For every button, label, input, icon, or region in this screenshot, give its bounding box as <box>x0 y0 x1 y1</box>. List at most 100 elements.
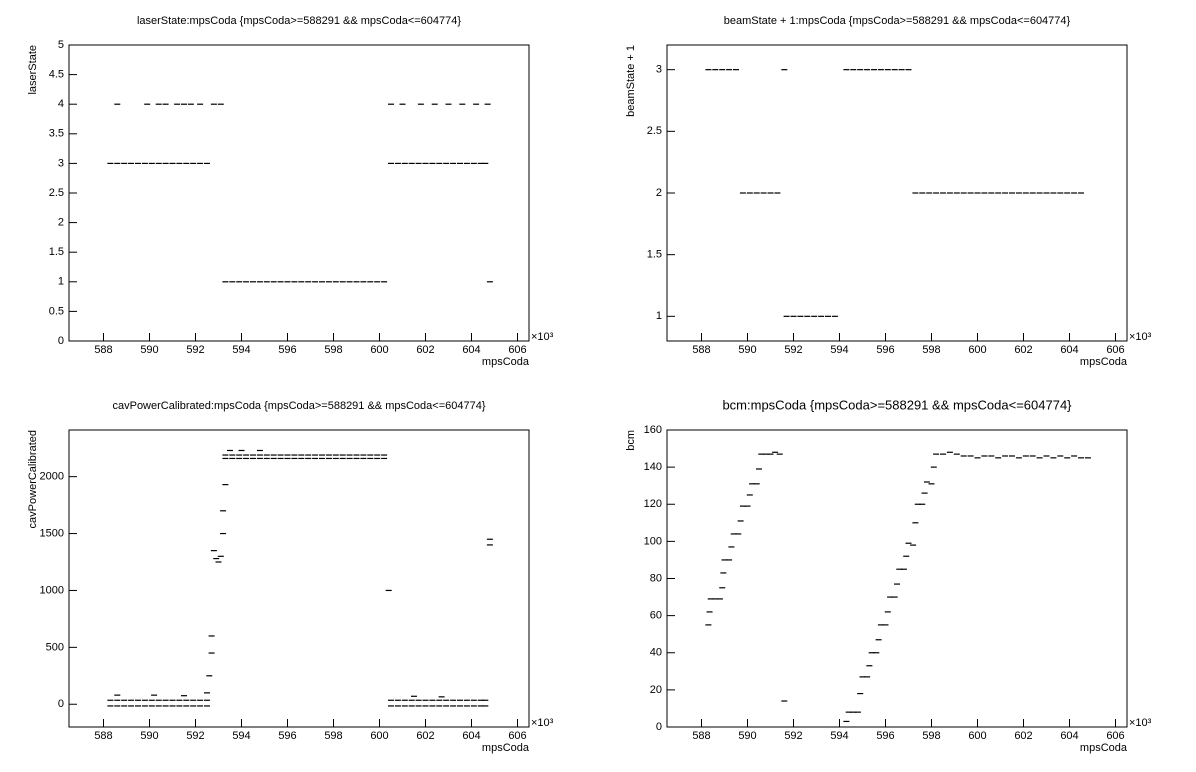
point <box>995 457 1002 459</box>
point <box>463 162 470 164</box>
point <box>388 103 394 105</box>
point <box>429 699 436 701</box>
point <box>408 705 415 707</box>
point <box>857 69 864 71</box>
y-tick-label: 3 <box>58 157 64 169</box>
point <box>429 705 436 707</box>
point <box>1050 457 1057 459</box>
point <box>1078 192 1084 194</box>
point <box>270 454 277 456</box>
point <box>1036 457 1043 459</box>
point <box>236 454 243 456</box>
point <box>360 454 367 456</box>
point <box>457 699 463 701</box>
x-tick-label: 588 <box>94 344 112 356</box>
point <box>220 510 227 512</box>
point <box>477 162 484 164</box>
point <box>960 192 967 194</box>
point <box>436 162 443 164</box>
point <box>114 103 121 105</box>
point <box>744 505 751 507</box>
point <box>705 624 712 626</box>
point <box>1071 455 1078 457</box>
point <box>135 699 141 701</box>
point <box>753 192 760 194</box>
point <box>197 162 204 164</box>
point <box>339 454 346 456</box>
point <box>825 315 831 317</box>
point <box>388 162 394 164</box>
point <box>148 162 155 164</box>
point <box>1009 192 1015 194</box>
point <box>408 699 415 701</box>
x-tick-label: 598 <box>324 344 342 356</box>
point <box>877 624 884 626</box>
point <box>746 192 753 194</box>
point <box>967 192 974 194</box>
x-tick-label: 598 <box>922 344 940 356</box>
point <box>974 192 981 194</box>
point <box>204 692 210 694</box>
y-tick-label: 5 <box>58 39 64 51</box>
point <box>733 69 739 71</box>
point <box>1084 457 1091 459</box>
point <box>190 162 197 164</box>
x-tick-label: 604 <box>462 730 480 742</box>
point <box>459 103 466 105</box>
point <box>305 454 312 456</box>
y-tick-label: 140 <box>644 461 662 473</box>
point <box>332 454 339 456</box>
point <box>187 103 194 105</box>
chart-title: beamState + 1:mpsCoda {mpsCoda>=588291 &… <box>724 15 1071 27</box>
point <box>716 598 723 600</box>
point <box>270 457 277 460</box>
x-tick-label: 590 <box>738 344 756 356</box>
point <box>705 69 712 71</box>
point <box>706 611 713 613</box>
point <box>256 281 263 283</box>
y-tick-label: 3.5 <box>49 128 64 140</box>
point <box>401 162 408 164</box>
point <box>1050 192 1057 194</box>
point <box>408 162 415 164</box>
point <box>967 455 974 457</box>
y-tick-label: 40 <box>650 647 662 659</box>
point <box>169 699 176 701</box>
x-tick-label: 600 <box>968 730 986 742</box>
point <box>339 457 346 460</box>
point <box>208 652 215 654</box>
point <box>933 453 940 455</box>
point <box>482 699 489 701</box>
point <box>864 676 871 678</box>
point <box>204 162 210 164</box>
point <box>141 162 148 164</box>
point <box>263 281 270 283</box>
point <box>197 699 204 701</box>
point <box>719 69 726 71</box>
point <box>155 162 162 164</box>
point <box>256 457 263 460</box>
point <box>325 281 332 283</box>
point <box>210 103 217 105</box>
point <box>436 699 443 701</box>
point <box>374 281 381 283</box>
point <box>229 457 236 460</box>
point <box>222 281 229 283</box>
point <box>236 457 243 460</box>
point <box>988 455 995 457</box>
point <box>339 281 346 283</box>
y-tick-label: 3 <box>656 64 662 76</box>
point <box>790 315 797 317</box>
x-tick-label: 600 <box>370 344 388 356</box>
point <box>374 457 381 460</box>
point <box>933 192 940 194</box>
point <box>319 281 325 283</box>
x-tick-label: 594 <box>830 344 848 356</box>
point <box>229 281 236 283</box>
point <box>319 454 325 456</box>
point <box>850 711 857 713</box>
point <box>128 705 135 707</box>
point <box>401 699 408 701</box>
point <box>176 699 183 701</box>
x-tick-label: 606 <box>508 730 526 742</box>
